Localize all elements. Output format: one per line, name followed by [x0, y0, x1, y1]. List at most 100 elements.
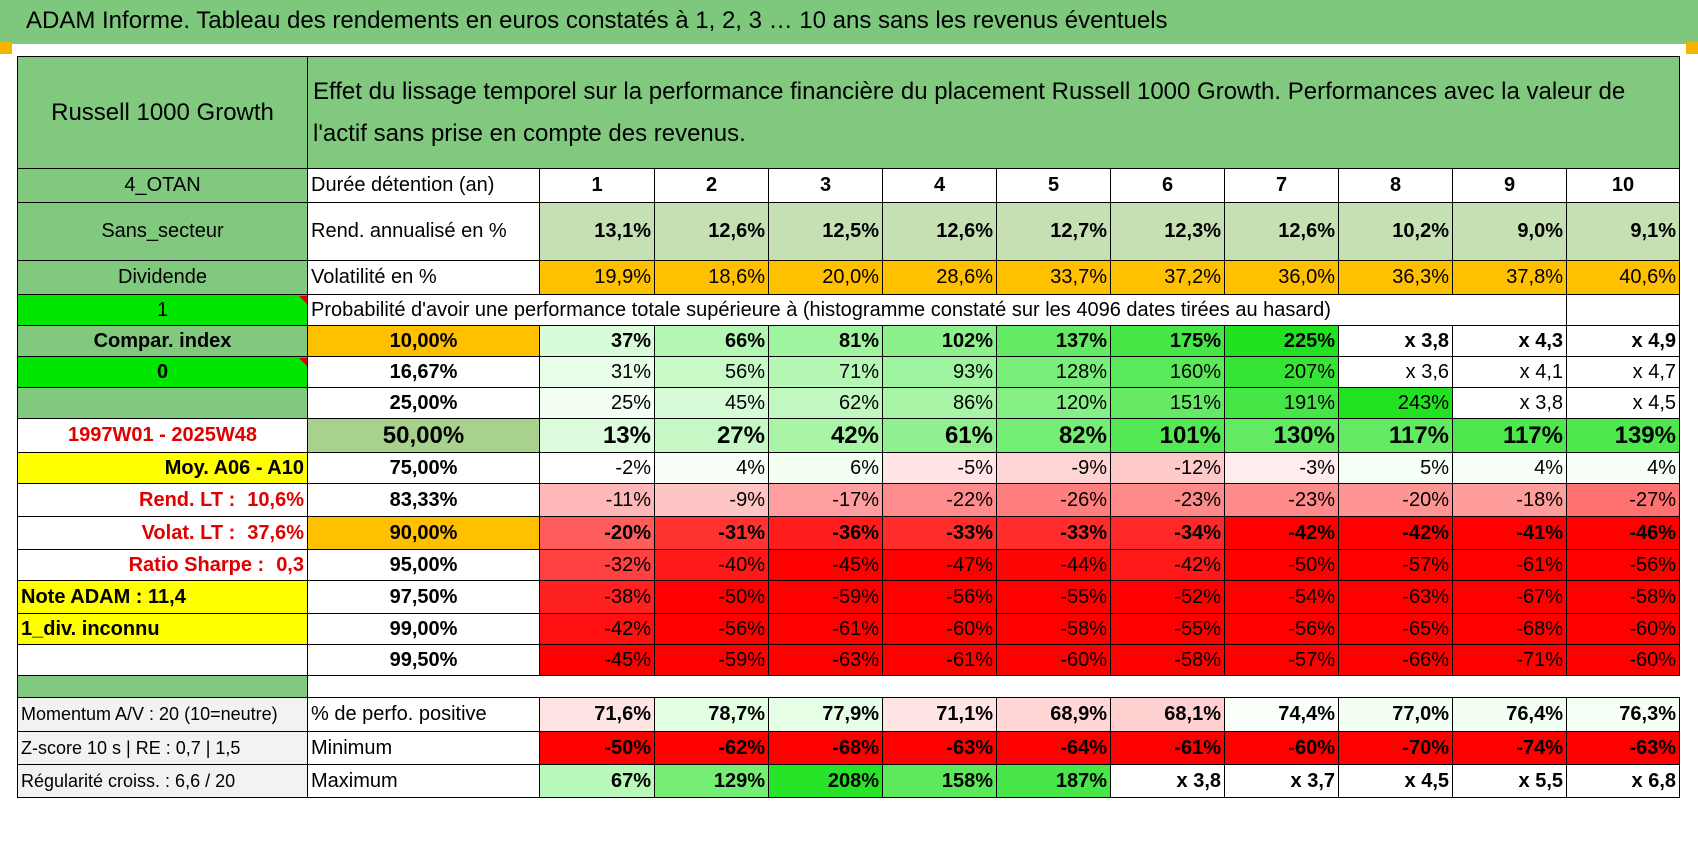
- probability-value: -42%: [1338, 516, 1453, 550]
- probability-value: -9%: [996, 452, 1111, 484]
- spacer-left: [17, 675, 308, 698]
- probability-value: 160%: [1110, 356, 1225, 388]
- probability-row: Volat. LT :37,6% 90,00% -20% -31% -36% -33% -3…: [17, 516, 1680, 550]
- probability-value: -56%: [1566, 549, 1680, 581]
- probability-value: -60%: [996, 644, 1111, 676]
- rendement-value: 12,6%: [654, 202, 769, 261]
- probability-value: 42%: [768, 418, 883, 453]
- probability-value: -40%: [654, 549, 769, 581]
- year-header: 3: [768, 168, 883, 203]
- probability-threshold: 75,00%: [307, 452, 540, 484]
- probability-value: x 3,8: [1338, 325, 1453, 357]
- rendement-value: 12,3%: [1110, 202, 1225, 261]
- probability-threshold: 16,67%: [307, 356, 540, 388]
- rendement-label: Rend. annualisé en %: [307, 202, 540, 261]
- corner-marker-left: [0, 42, 12, 54]
- probability-value: -12%: [1110, 452, 1225, 484]
- probability-value: 56%: [654, 356, 769, 388]
- stat-value: 0,3: [276, 553, 304, 576]
- stat-value: -63%: [882, 731, 997, 765]
- probability-value: -23%: [1110, 483, 1225, 517]
- sharpe-cell: Ratio Sharpe : 0,3: [17, 549, 308, 581]
- probability-value: -54%: [1224, 580, 1339, 614]
- probability-value: 13%: [539, 418, 655, 453]
- probability-value: -26%: [996, 483, 1111, 517]
- probability-row: Note ADAM : 11,4 97,50% -38% -50% -59% -56% -5…: [17, 580, 1680, 614]
- probability-row: 99,50% -45% -59% -63% -61% -60% -58% -57% -66% -7…: [17, 644, 1680, 676]
- volatility-value: 18,6%: [654, 260, 769, 295]
- stat-value: -50%: [539, 731, 655, 765]
- stat-row: Momentum A/V : 20 (10=neutre)% de perfo.…: [17, 697, 1680, 732]
- probability-value: 117%: [1452, 418, 1567, 453]
- probability-value: -61%: [768, 613, 883, 645]
- stat-left-label: Momentum A/V : 20 (10=neutre): [17, 697, 308, 732]
- year-header: 1: [539, 168, 655, 203]
- probability-value: -41%: [1452, 516, 1567, 550]
- stat-value: 67%: [539, 764, 655, 798]
- probability-value: 175%: [1110, 325, 1225, 357]
- empty-left-cell: [17, 387, 308, 419]
- year-header: 9: [1452, 168, 1567, 203]
- probability-value: x 4,3: [1452, 325, 1567, 357]
- note-cell: Note ADAM : 11,4: [17, 580, 308, 614]
- stat-value: 78,7%: [654, 697, 769, 732]
- empty-cell: [1566, 294, 1680, 326]
- probability-value: 37%: [539, 325, 655, 357]
- probability-value: 4%: [1452, 452, 1567, 484]
- probability-value: 5%: [1338, 452, 1453, 484]
- report-title: ADAM Informe. Tableau des rendements en …: [26, 7, 1168, 34]
- stat-value: -61%: [1110, 731, 1225, 765]
- stat-value: 74,4%: [1224, 697, 1339, 732]
- year-header: 8: [1338, 168, 1453, 203]
- probability-value: 86%: [882, 387, 997, 419]
- probability-row: Ratio Sharpe :0,3 95,00% -32% -40% -45% -47% -…: [17, 549, 1680, 581]
- rendement-value: 10,2%: [1338, 202, 1453, 261]
- revenue-type-cell: Dividende: [17, 260, 308, 295]
- volatility-label: Volatilité en %: [307, 260, 540, 295]
- probability-value: -50%: [654, 580, 769, 614]
- probability-value: 45%: [654, 387, 769, 419]
- stat-value: 77,9%: [768, 697, 883, 732]
- probability-value: -60%: [882, 613, 997, 645]
- stat-value: x 5,5: [1452, 764, 1567, 798]
- probability-value: -20%: [539, 516, 655, 550]
- probability-title-row: 1 Probabilité d'avoir une performance to…: [17, 294, 1680, 326]
- probability-value: -32%: [539, 549, 655, 581]
- probability-value: 130%: [1224, 418, 1339, 453]
- stat-label: Ratio Sharpe :: [128, 553, 265, 576]
- div-cell: 1_div. inconnu: [17, 613, 308, 645]
- probability-value: -34%: [1110, 516, 1225, 550]
- probability-value: x 4,5: [1566, 387, 1680, 419]
- probability-value: -42%: [1224, 516, 1339, 550]
- spacer-right: [308, 676, 1680, 698]
- probability-value: -11%: [539, 483, 655, 517]
- probability-threshold: 97,50%: [307, 580, 540, 614]
- probability-value: 225%: [1224, 325, 1339, 357]
- compar-label-cell: Compar. index: [17, 325, 308, 357]
- comment-marker: [298, 295, 307, 304]
- probability-value: -58%: [996, 613, 1111, 645]
- stat-value: 68,9%: [996, 697, 1111, 732]
- probability-row: 0 16,67% 31% 56% 71% 93% 128% 160% 207% x 3,6 x 4,…: [17, 356, 1680, 388]
- stat-value: 208%: [768, 764, 883, 798]
- probability-value: 82%: [996, 418, 1111, 453]
- probability-value: -56%: [1224, 613, 1339, 645]
- probability-value: -47%: [882, 549, 997, 581]
- probability-value: x 3,8: [1452, 387, 1567, 419]
- probability-value: -50%: [1224, 549, 1339, 581]
- probability-value: -46%: [1566, 516, 1680, 550]
- probability-value: -68%: [1452, 613, 1567, 645]
- probability-value: -44%: [996, 549, 1111, 581]
- probability-value: -36%: [768, 516, 883, 550]
- probability-value: -71%: [1452, 644, 1567, 676]
- flag-value-cell: 1: [17, 294, 308, 326]
- rendement-value: 12,6%: [882, 202, 997, 261]
- probability-value: -59%: [768, 580, 883, 614]
- fund-name-cell: Russell 1000 Growth: [17, 56, 308, 169]
- stat-left-label: Z-score 10 s | RE : 0,7 | 1,5: [17, 731, 308, 765]
- probability-value: 128%: [996, 356, 1111, 388]
- probability-value: -42%: [539, 613, 655, 645]
- comment-marker: [298, 357, 307, 366]
- probability-value: -17%: [768, 483, 883, 517]
- probability-value: -66%: [1338, 644, 1453, 676]
